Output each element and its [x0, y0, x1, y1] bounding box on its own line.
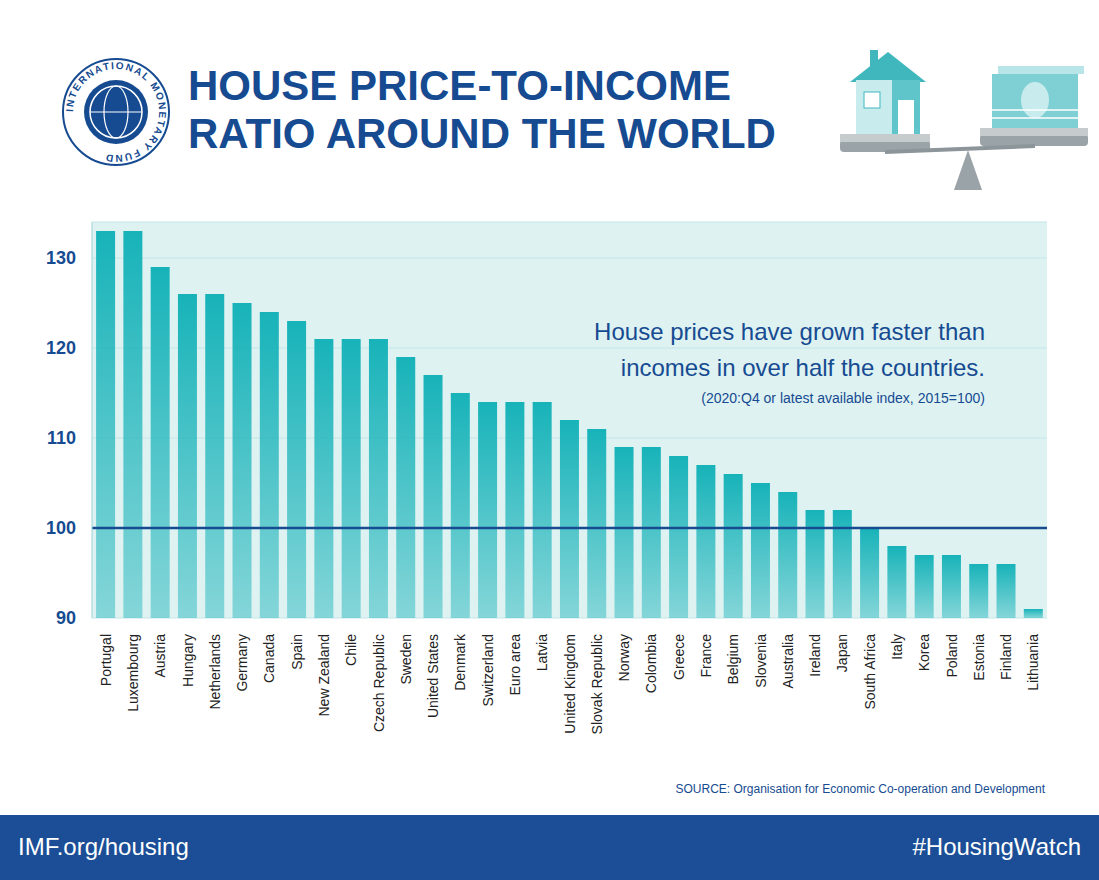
- svg-text:Lithuania: Lithuania: [1025, 634, 1041, 691]
- svg-text:Germany: Germany: [234, 634, 250, 692]
- svg-text:100: 100: [46, 518, 76, 538]
- svg-text:Canada: Canada: [261, 634, 277, 683]
- svg-text:Luxembourg: Luxembourg: [125, 634, 141, 712]
- svg-text:South Africa: South Africa: [862, 634, 878, 710]
- svg-text:Czech Republic: Czech Republic: [371, 634, 387, 732]
- html-text:RATIO AROUND THE WORLD: RATIO AROUND THE WORLD: [188, 110, 776, 157]
- svg-text:Poland: Poland: [944, 634, 960, 678]
- html-text:SOURCE: Organisation for Econo: SOURCE: Organisation for Economic Co-ope…: [675, 782, 1045, 796]
- svg-text:Estonia: Estonia: [971, 634, 987, 681]
- html-text:(2020:Q4 or latest available i: (2020:Q4 or latest available index, 2015…: [701, 390, 985, 406]
- svg-text:Sweden: Sweden: [398, 634, 414, 685]
- svg-text:120: 120: [46, 338, 76, 358]
- svg-text:Greece: Greece: [671, 634, 687, 680]
- svg-text:Denmark: Denmark: [452, 633, 468, 691]
- svg-text:Norway: Norway: [616, 634, 632, 681]
- svg-text:110: 110: [47, 428, 76, 448]
- svg-text:Belgium: Belgium: [725, 634, 741, 685]
- html-text:incomes in over half the count: incomes in over half the countries.: [620, 354, 985, 381]
- svg-text:Netherlands: Netherlands: [207, 634, 223, 710]
- svg-text:Latvia: Latvia: [534, 634, 550, 672]
- html-text:House prices have grown faster: House prices have grown faster than: [594, 318, 985, 345]
- svg-text:Finland: Finland: [998, 634, 1014, 680]
- svg-text:Euro area: Euro area: [507, 634, 523, 696]
- svg-text:INTERNATIONAL MONETARY FUND: INTERNATIONAL MONETARY FUND: [64, 60, 168, 164]
- svg-text:Ireland: Ireland: [807, 634, 823, 677]
- svg-text:90: 90: [56, 608, 76, 628]
- html-text:#HousingWatch: #HousingWatch: [912, 833, 1081, 860]
- svg-text:Portugal: Portugal: [98, 634, 114, 686]
- svg-text:Spain: Spain: [289, 634, 305, 670]
- svg-text:Japan: Japan: [834, 634, 850, 672]
- svg-text:Slovenia: Slovenia: [753, 634, 769, 688]
- html-text:IMF.org/housing: IMF.org/housing: [18, 833, 189, 860]
- svg-text:New Zealand: New Zealand: [316, 634, 332, 717]
- svg-text:Switzerland: Switzerland: [480, 634, 496, 706]
- svg-text:Italy: Italy: [889, 634, 905, 660]
- svg-text:130: 130: [46, 248, 76, 268]
- svg-text:Korea: Korea: [916, 634, 932, 672]
- svg-text:France: France: [698, 634, 714, 678]
- html-text:HOUSE PRICE-TO-INCOME: HOUSE PRICE-TO-INCOME: [188, 62, 731, 109]
- svg-text:Hungary: Hungary: [180, 634, 196, 687]
- svg-text:Slovak Republic: Slovak Republic: [589, 634, 605, 734]
- svg-text:United Kingdom: United Kingdom: [562, 634, 578, 734]
- svg-text:Austria: Austria: [152, 634, 168, 678]
- svg-text:United States: United States: [425, 634, 441, 718]
- svg-text:Chile: Chile: [343, 634, 359, 666]
- svg-text:Australia: Australia: [780, 634, 796, 689]
- svg-text:Colombia: Colombia: [643, 634, 659, 693]
